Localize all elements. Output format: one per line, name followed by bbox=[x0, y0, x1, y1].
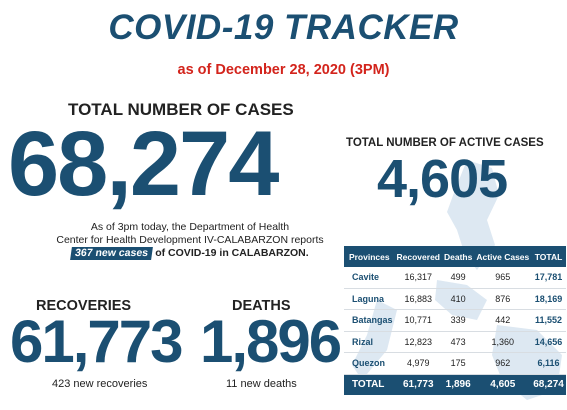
table-row: Batangas 10,771 339 442 11,552 bbox=[344, 309, 566, 332]
table-header: TOTAL bbox=[531, 246, 566, 267]
total-cell: 14,656 bbox=[531, 331, 566, 353]
total-row-label: TOTAL bbox=[344, 374, 395, 395]
deaths-cell: 339 bbox=[441, 309, 475, 332]
report-line-3-tail: of COVID-19 in CALABARZON. bbox=[155, 247, 309, 259]
table-header-row: Provinces Recovered Deaths Active Cases … bbox=[344, 246, 566, 267]
province-table: Provinces Recovered Deaths Active Cases … bbox=[344, 246, 566, 395]
total-cell: 11,552 bbox=[531, 309, 566, 332]
deaths-cell: 473 bbox=[441, 331, 475, 353]
recovered-cell: 16,883 bbox=[394, 288, 442, 310]
table-header: Recovered bbox=[394, 246, 442, 267]
new-deaths-text: 11 new deaths bbox=[226, 378, 297, 390]
page-subtitle: as of December 28, 2020 (3PM) bbox=[177, 62, 390, 78]
total-cases-label: TOTAL NUMBER OF CASES bbox=[68, 100, 294, 119]
table-header: Provinces bbox=[344, 246, 395, 267]
new-recoveries-text: 423 new recoveries bbox=[52, 378, 148, 390]
report-line-3: 367 new cases of COVID-19 in CALABARZON. bbox=[40, 247, 340, 260]
deaths-cell: 175 bbox=[441, 352, 475, 375]
report-line-2: Center for Health Development IV-CALABAR… bbox=[56, 234, 324, 246]
report-text: As of 3pm today, the Department of Healt… bbox=[40, 221, 340, 260]
recovered-cell: 16,317 bbox=[394, 267, 442, 289]
table-total-row: TOTAL 61,773 1,896 4,605 68,274 bbox=[344, 374, 566, 395]
province-name: Rizal bbox=[344, 331, 395, 353]
new-cases-badge: 367 new cases bbox=[70, 247, 154, 260]
table-row: Cavite 16,317 499 965 17,781 bbox=[344, 267, 566, 289]
province-name: Batangas bbox=[344, 309, 395, 332]
active-cases-value: 4,605 bbox=[377, 149, 508, 209]
total-cases-value: 68,274 bbox=[8, 113, 279, 215]
deaths-cell: 410 bbox=[441, 288, 475, 310]
total-cell: 18,169 bbox=[531, 288, 566, 310]
active-cell: 876 bbox=[474, 288, 532, 310]
recoveries-label: RECOVERIES bbox=[36, 298, 132, 314]
active-cell: 1,360 bbox=[474, 331, 532, 353]
province-name: Cavite bbox=[344, 267, 395, 289]
total-active-cell: 4,605 bbox=[474, 374, 532, 395]
total-deaths-cell: 1,896 bbox=[441, 374, 475, 395]
recovered-cell: 10,771 bbox=[394, 309, 442, 332]
recovered-cell: 12,823 bbox=[394, 331, 442, 353]
deaths-cell: 499 bbox=[441, 267, 475, 289]
page-title: COVID-19 TRACKER bbox=[108, 8, 459, 47]
table-row: Rizal 12,823 473 1,360 14,656 bbox=[344, 331, 566, 353]
deaths-value: 1,896 bbox=[200, 308, 342, 375]
table-header: Active Cases bbox=[474, 246, 532, 267]
active-cell: 965 bbox=[474, 267, 532, 289]
active-cell: 442 bbox=[474, 309, 532, 332]
table-row: Laguna 16,883 410 876 18,169 bbox=[344, 288, 566, 310]
table-header: Deaths bbox=[441, 246, 475, 267]
deaths-label: DEATHS bbox=[232, 298, 291, 314]
active-cell: 962 bbox=[474, 352, 532, 375]
grand-total-cell: 68,274 bbox=[531, 374, 566, 395]
report-line-1: As of 3pm today, the Department of Healt… bbox=[90, 221, 290, 233]
active-cases-label: TOTAL NUMBER OF ACTIVE CASES bbox=[346, 137, 544, 149]
province-name: Laguna bbox=[344, 288, 395, 310]
province-name: Quezon bbox=[344, 352, 395, 375]
total-recovered-cell: 61,773 bbox=[394, 374, 442, 395]
recoveries-value: 61,773 bbox=[10, 308, 184, 375]
total-cell: 17,781 bbox=[531, 267, 566, 289]
table-row: Quezon 4,979 175 962 6,116 bbox=[344, 352, 566, 375]
total-cell: 6,116 bbox=[531, 352, 566, 375]
recovered-cell: 4,979 bbox=[394, 352, 442, 375]
